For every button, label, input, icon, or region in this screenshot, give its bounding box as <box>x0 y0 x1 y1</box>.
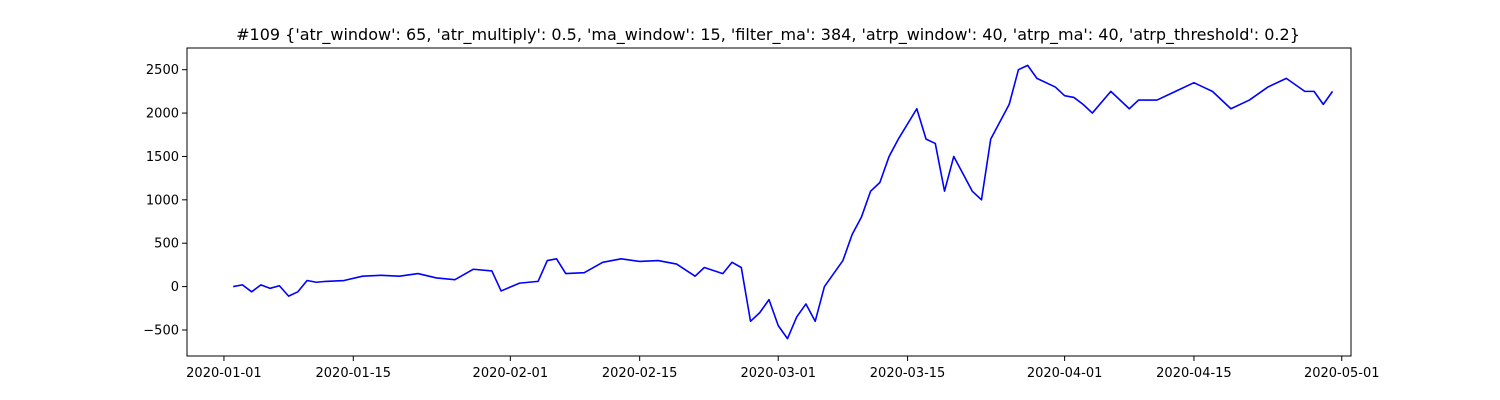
x-tick-label: 2020-04-15 <box>1156 366 1232 381</box>
x-tick-label: 2020-03-15 <box>870 366 946 381</box>
y-tick-label: 1500 <box>146 150 179 165</box>
y-tick-label: 2500 <box>146 63 179 78</box>
chart-title: #109 {'atr_window': 65, 'atr_multiply': … <box>236 25 1300 45</box>
y-tick-label: 2000 <box>146 107 179 122</box>
x-tick-label: 2020-05-01 <box>1304 366 1380 381</box>
x-axis: 2020-01-01 2020-01-15 2020-02-01 2020-02-15… <box>186 356 1380 381</box>
series-line <box>233 64 1334 340</box>
plot-area <box>186 47 1352 357</box>
x-tick-label: 2020-02-15 <box>602 366 678 381</box>
y-tick-label: 1000 <box>146 193 179 208</box>
y-axis: −500 0 500 1000 1500 2000 2500 <box>143 63 187 338</box>
y-tick-label: 0 <box>171 280 179 295</box>
x-tick-label: 2020-02-01 <box>473 366 549 381</box>
x-tick-label: 2020-03-01 <box>740 366 816 381</box>
x-tick-label: 2020-01-01 <box>186 366 262 381</box>
y-tick-label: 500 <box>154 237 179 252</box>
y-tick-label: −500 <box>143 323 179 338</box>
x-tick-label: 2020-01-15 <box>316 366 392 381</box>
x-tick-label: 2020-04-01 <box>1027 366 1103 381</box>
